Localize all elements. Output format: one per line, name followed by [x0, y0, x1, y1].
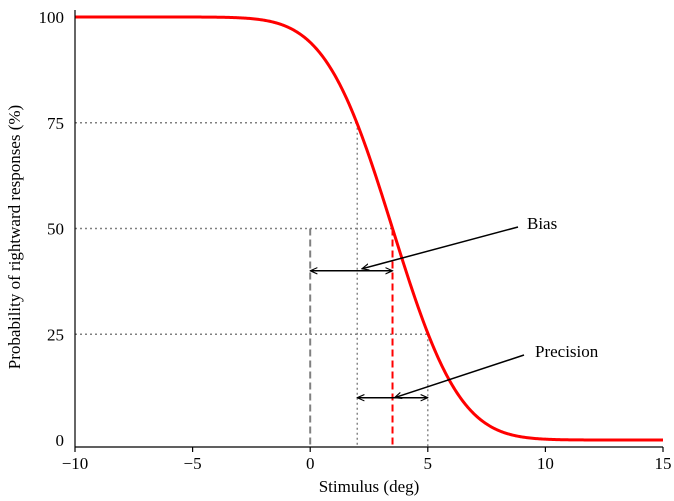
annotation-pointer-0: [362, 226, 519, 269]
x-tick-label-0: −10: [62, 454, 89, 473]
axes: [74, 10, 663, 448]
y-tick-label-2: 50: [47, 220, 64, 239]
y-tick-label-0: 0: [56, 431, 65, 450]
reference-lines: [75, 122, 429, 447]
annotation-label-0: Bias: [527, 214, 557, 233]
y-tick-label-1: 25: [47, 325, 64, 344]
x-tick-label-5: 15: [655, 454, 672, 473]
y-tick-label-3: 75: [47, 114, 64, 133]
y-axis-title: Probability of rightward responses (%): [5, 105, 24, 369]
x-tick-label-1: −5: [184, 454, 202, 473]
series-line-0: [75, 15, 663, 442]
x-tick-label-3: 5: [424, 454, 433, 473]
x-ticks: −10 −5 0 5 10 15: [62, 447, 672, 473]
annotation-label-1: Precision: [535, 342, 599, 361]
x-tick-label-2: 0: [306, 454, 315, 473]
y-ticks: 0 25 50 75 100: [39, 8, 65, 450]
curve-layer: [75, 15, 663, 442]
y-tick-label-4: 100: [39, 8, 65, 27]
annotation-pointer-1: [395, 354, 525, 398]
x-tick-label-4: 10: [537, 454, 554, 473]
annotation-layer: Bias Precision: [310, 214, 599, 398]
x-axis-title: Stimulus (deg): [319, 477, 420, 496]
